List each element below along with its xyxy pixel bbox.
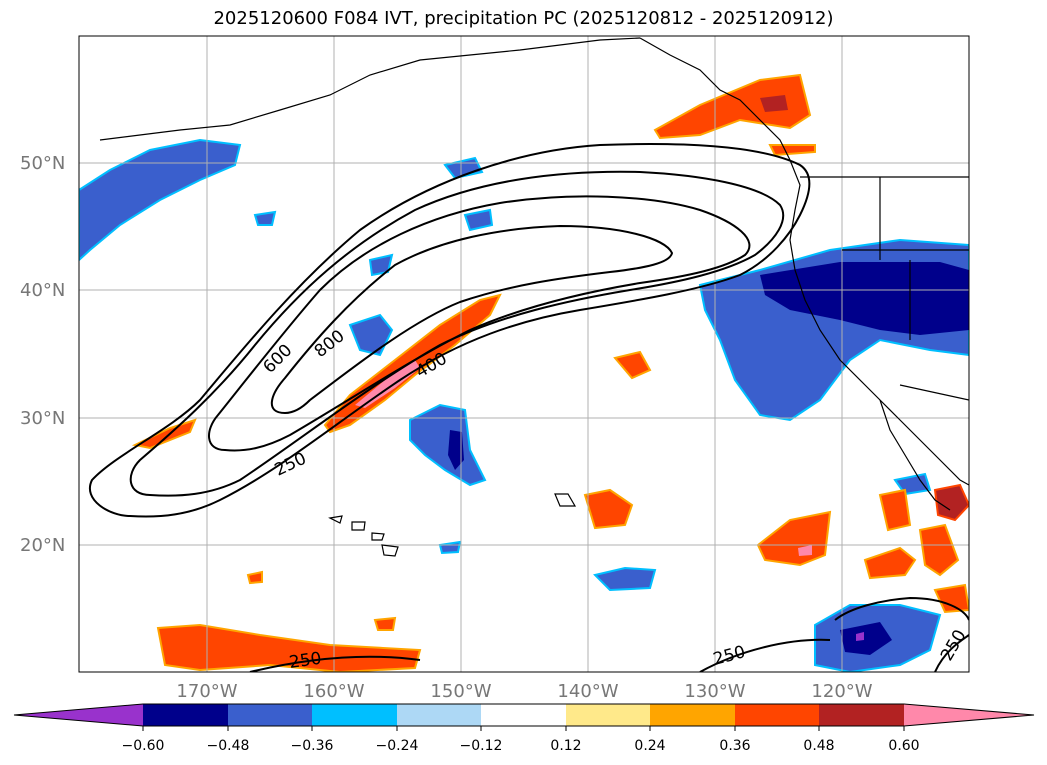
island-guadalupe <box>554 493 577 507</box>
patch-small-4 <box>593 566 657 592</box>
patch-sm-1 <box>613 350 652 380</box>
island-hawaii-4 <box>381 544 399 557</box>
lon-label-160w: 160°W <box>303 681 364 702</box>
lat-label-50n: 50°N <box>20 153 65 174</box>
patch-baja-3 <box>918 523 960 577</box>
lon-label-120w: 120°W <box>811 681 872 702</box>
colorbar-extend-min <box>14 704 143 726</box>
ivt-600 <box>208 195 751 452</box>
colorbar-tick-label: 0.24 <box>634 738 665 754</box>
patch-se-core <box>840 622 892 655</box>
colorbar-tick-label: 0.60 <box>888 738 919 754</box>
map-frame <box>78 35 970 673</box>
patch-small-6 <box>368 253 394 277</box>
ivt-250-se <box>834 596 969 621</box>
colorbar-segment-7 <box>650 704 735 726</box>
patch-small-7 <box>438 540 462 555</box>
ivt-400 <box>129 170 785 497</box>
positive-pc-patches <box>131 73 969 672</box>
colorbar-tick-label: −0.60 <box>122 738 165 754</box>
ivt-contours <box>89 143 969 672</box>
contour-label-250-south: 250 <box>288 649 323 673</box>
patch-sm-4 <box>768 144 816 157</box>
patch-central-blue <box>409 403 487 487</box>
coast-bc-panhandle <box>639 37 881 401</box>
colorbar-segment-9 <box>819 704 904 726</box>
border-us-mex <box>899 384 969 401</box>
patch-small-8 <box>893 472 932 496</box>
patch-bc-dark <box>760 95 788 112</box>
patch-baja-1 <box>863 546 917 580</box>
island-hawaii-3 <box>371 532 385 541</box>
island-hawaii-1 <box>328 515 343 524</box>
map-panel: 600 800 400 250 250 250 250 <box>79 36 969 673</box>
patch-south-left <box>156 623 422 672</box>
lon-label-150w: 150°W <box>430 681 491 702</box>
colorbar-segment-2 <box>228 704 312 726</box>
colorbar-tick-labels: −0.60 −0.48 −0.36 −0.24 −0.12 0.12 0.24 … <box>122 738 920 754</box>
patch-sm-3 <box>933 583 969 614</box>
patch-small-1 <box>348 313 394 357</box>
colorbar-segment-4 <box>397 704 481 726</box>
map-title: 2025120600 F084 IVT, precipitation PC (2… <box>213 8 834 29</box>
lon-label-170w: 170°W <box>176 681 237 702</box>
lat-label-40n: 40°N <box>20 280 65 301</box>
colorbar-tick-label: −0.48 <box>207 738 250 754</box>
ivt-250 <box>89 143 811 518</box>
latitude-labels: 50°N 40°N 30°N 20°N <box>20 153 65 556</box>
graticule <box>79 36 969 672</box>
patch-small-5 <box>253 210 277 226</box>
patch-sw-right <box>583 488 634 530</box>
patch-sm-6 <box>373 616 397 631</box>
patch-s-center-pink <box>798 545 812 556</box>
coastlines <box>99 37 969 557</box>
patch-small-3 <box>463 208 494 232</box>
colorbar-tick-label: −0.36 <box>291 738 334 754</box>
colorbar-tick-label: 0.48 <box>803 738 834 754</box>
ivt-250-s2 <box>699 638 831 672</box>
coast-baja-mainland <box>879 399 969 486</box>
patch-central-core <box>448 430 464 470</box>
colorbar-tick-marks <box>142 726 905 731</box>
lat-label-30n: 30°N <box>20 408 65 429</box>
ivt-250-s <box>249 655 421 672</box>
ivt-800 <box>270 224 674 415</box>
island-hawaii-2 <box>351 521 366 531</box>
colorbar-segment-3 <box>312 704 397 726</box>
longitude-labels: 170°W 160°W 150°W 140°W 130°W 120°W <box>176 681 872 702</box>
patch-sm-5 <box>246 570 263 585</box>
negative-pc-patches <box>79 138 969 672</box>
colorbar-tick-label: 0.36 <box>719 738 750 754</box>
patch-california-core <box>760 262 969 335</box>
patch-se-purple <box>856 632 864 641</box>
ivt-250-se2 <box>934 634 969 672</box>
colorbar-segment-1 <box>143 704 228 726</box>
colorbar-tick-label: −0.12 <box>460 738 503 754</box>
coast-baja <box>879 399 951 511</box>
patch-baja-2 <box>878 488 912 532</box>
patch-bc-orange <box>653 73 812 140</box>
patch-sm-2 <box>131 418 197 450</box>
lon-label-130w: 130°W <box>684 681 745 702</box>
colorbar-segment-6 <box>566 704 650 726</box>
patch-ar-pink <box>355 360 420 408</box>
colorbar-tick-label: −0.24 <box>376 738 419 754</box>
lon-label-140w: 140°W <box>557 681 618 702</box>
colorbar-extend-max <box>904 704 1034 726</box>
colorbar: −0.60 −0.48 −0.36 −0.24 −0.12 0.12 0.24 … <box>13 703 1035 754</box>
colorbar-segment-8 <box>735 704 819 726</box>
lat-label-20n: 20°N <box>20 535 65 556</box>
coast-alaska <box>99 37 641 141</box>
colorbar-segment-5 <box>481 704 566 726</box>
patch-baja-dark <box>933 483 969 522</box>
patch-nw-blue <box>79 138 242 262</box>
colorbar-tick-label: 0.12 <box>550 738 581 754</box>
